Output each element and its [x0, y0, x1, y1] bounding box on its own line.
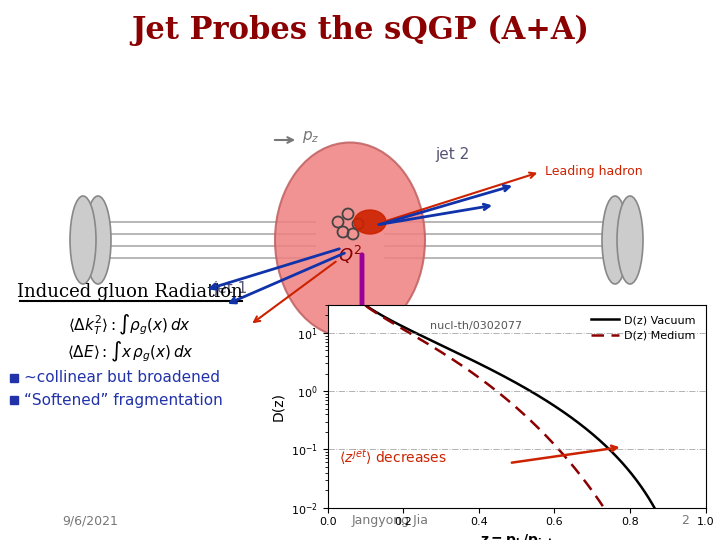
- D(z) Medium: [343, 288, 352, 294]
- Text: $\langle \Delta E \rangle : \int x\, \rho_g(x)\, dx$: $\langle \Delta E \rangle : \int x\, \rh…: [66, 340, 194, 364]
- Ellipse shape: [70, 196, 96, 284]
- Legend: D(z) Vacuum, D(z) Medium: D(z) Vacuum, D(z) Medium: [586, 310, 700, 345]
- Text: Jangyong Jia: Jangyong Jia: [351, 514, 428, 527]
- Text: Jet Probes the sQGP (A+A): Jet Probes the sQGP (A+A): [131, 15, 589, 45]
- Text: jet 1: jet 1: [213, 280, 247, 295]
- Text: $\langle \Delta k_T^2 \rangle : \int \rho_g(x)\, dx$: $\langle \Delta k_T^2 \rangle : \int \rh…: [68, 313, 192, 337]
- D(z) Vacuum: [498, 372, 506, 379]
- Ellipse shape: [354, 210, 386, 234]
- Text: Leading hadron: Leading hadron: [545, 165, 643, 179]
- Y-axis label: D(z): D(z): [271, 392, 285, 421]
- Text: $Q^2$: $Q^2$: [338, 244, 362, 266]
- Ellipse shape: [617, 196, 643, 284]
- Ellipse shape: [602, 196, 628, 284]
- X-axis label: $\mathbf{z=p_h/p_{jet}}$: $\mathbf{z=p_h/p_{jet}}$: [480, 533, 554, 540]
- D(z) Medium: [324, 237, 333, 244]
- D(z) Medium: [508, 400, 516, 407]
- Text: 2: 2: [681, 514, 689, 527]
- Text: Induced gluon Radiation: Induced gluon Radiation: [17, 283, 243, 301]
- Ellipse shape: [275, 143, 425, 338]
- Text: jet 2: jet 2: [435, 147, 469, 163]
- Ellipse shape: [85, 196, 111, 284]
- Line: D(z) Medium: D(z) Medium: [328, 240, 706, 540]
- Text: “Softened” fragmentation: “Softened” fragmentation: [24, 393, 222, 408]
- D(z) Vacuum: [621, 463, 630, 470]
- Text: $\langle z^{jet} \rangle$ decreases: $\langle z^{jet} \rangle$ decreases: [339, 448, 447, 467]
- D(z) Vacuum: [324, 237, 333, 244]
- D(z) Medium: [498, 392, 506, 399]
- Text: $p_z$: $p_z$: [302, 129, 320, 145]
- Text: 9/6/2021: 9/6/2021: [62, 514, 118, 527]
- Line: D(z) Vacuum: D(z) Vacuum: [328, 240, 706, 540]
- D(z) Vacuum: [343, 287, 352, 294]
- Text: ~collinear but broadened: ~collinear but broadened: [24, 370, 220, 386]
- D(z) Vacuum: [508, 377, 516, 384]
- Text: nucl-th/0302077: nucl-th/0302077: [430, 321, 522, 332]
